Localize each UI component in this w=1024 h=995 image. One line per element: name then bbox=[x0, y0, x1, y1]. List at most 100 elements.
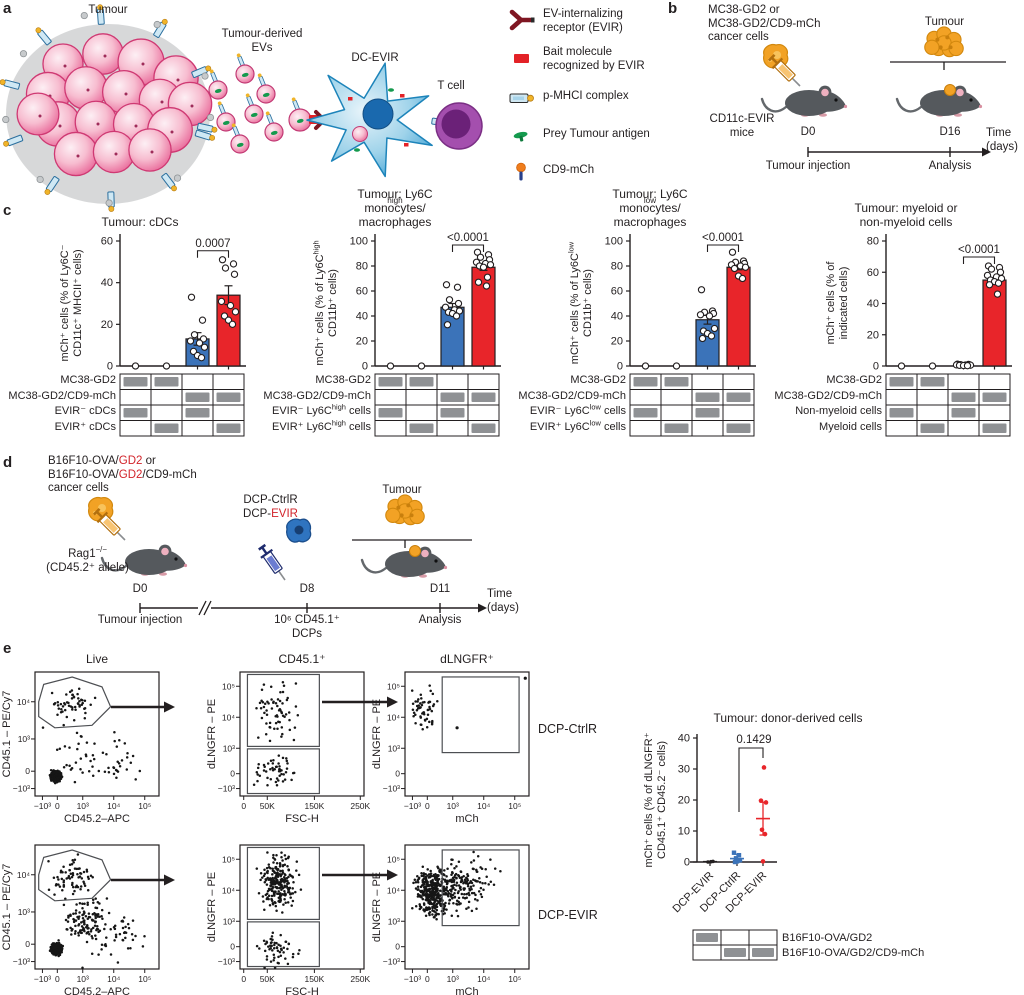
mouse-eye bbox=[174, 557, 178, 561]
syringe-icon bbox=[258, 543, 286, 581]
significance-bracket bbox=[706, 244, 740, 252]
tumour-evs-label: Tumour-derived EVs bbox=[221, 28, 303, 54]
d-analysis-label: Analysis bbox=[418, 614, 462, 626]
gate-rect bbox=[441, 849, 520, 927]
chart-title: Tumour: Ly6C low monocytes/macrophages bbox=[612, 187, 688, 229]
flow-plot-title: CD45.1⁺ bbox=[278, 652, 325, 666]
plot-frame bbox=[34, 844, 160, 970]
panel-d-illustration bbox=[88, 494, 487, 616]
flow-events bbox=[255, 851, 303, 970]
x-tick-label: −10³ bbox=[404, 801, 421, 811]
chart-title: Tumour: myeloid or non-myeloid cells bbox=[854, 201, 958, 229]
y-axis-label: dLNGFR – PE bbox=[206, 872, 218, 942]
panel-a-legend: EV-internalizing receptor (EVIR) Bait mol… bbox=[505, 6, 690, 188]
y-axis-label: CD45.1 – PE/Cy7 bbox=[1, 691, 13, 778]
flow-plot-title: Live bbox=[86, 652, 108, 666]
plot-frame bbox=[34, 671, 160, 797]
ev-icon bbox=[216, 101, 236, 132]
grid-cell-filled bbox=[724, 948, 746, 957]
panel-c-label: c bbox=[3, 202, 12, 219]
y-tick-label: 10⁵ bbox=[222, 681, 235, 691]
data-points bbox=[731, 850, 743, 865]
x-tick-label: 0 bbox=[425, 974, 430, 984]
d-cancer-cells-text: B16F10-OVA/GD2 or B16F10-OVA/GD2/CD9-mCh c… bbox=[48, 455, 197, 494]
x-tick-label: 10⁴ bbox=[477, 974, 490, 984]
significance-bracket bbox=[738, 747, 764, 812]
p-value: <0.0001 bbox=[958, 244, 1000, 256]
y-tick-label: 0 bbox=[25, 939, 30, 949]
data-points bbox=[217, 256, 240, 328]
plot-frame bbox=[239, 844, 365, 970]
y-tick-label: 10⁴ bbox=[387, 885, 400, 895]
grid-cell-filled bbox=[889, 408, 914, 418]
grid-cell-filled bbox=[154, 377, 179, 387]
condition-grid bbox=[885, 373, 1011, 437]
panel-b-illustration bbox=[760, 26, 1006, 157]
y-tick-label: 10⁴ bbox=[17, 870, 30, 880]
grid-cell-filled bbox=[696, 933, 718, 942]
y-axis-label: mCh⁺ cells (% of dLNGFR⁺CD45.1⁺ CD45.2⁻ … bbox=[643, 732, 668, 867]
x-tick-label: 10³ bbox=[447, 974, 459, 984]
gate-rect bbox=[246, 748, 320, 795]
y-tick-label: 40 bbox=[678, 733, 690, 745]
panel-b: MC38-GD2 or MC38-GD2/CD9-mCh cancer cells … bbox=[682, 0, 1024, 196]
y-tick-label: −10³ bbox=[13, 957, 30, 967]
gate-rect bbox=[246, 846, 320, 920]
grid-cell-filled bbox=[633, 377, 658, 387]
grid-row-label: MC38-GD2/CD9-mCh bbox=[263, 389, 371, 402]
syringe-icon bbox=[767, 53, 801, 87]
y-tick-label: 10⁴ bbox=[222, 712, 235, 722]
significance-bracket bbox=[196, 250, 230, 258]
legend-evir-label: EV-internalizing receptor (EVIR) bbox=[543, 8, 623, 34]
mouse-eye bbox=[834, 98, 838, 102]
x-tick-label: 10⁴ bbox=[477, 801, 490, 811]
plot-frame bbox=[239, 671, 365, 797]
grid-cell-filled bbox=[951, 392, 976, 402]
y-tick-label: 10⁵ bbox=[387, 681, 400, 691]
cancer-cell-icon bbox=[763, 43, 789, 69]
y-tick-label: 10³ bbox=[388, 916, 400, 926]
y-tick-label: 10³ bbox=[18, 734, 30, 744]
mouse-ear bbox=[821, 88, 829, 97]
y-tick-label: 20 bbox=[678, 795, 690, 807]
plot-frame bbox=[404, 844, 530, 970]
flow-events bbox=[410, 676, 527, 731]
y-tick-label: −10³ bbox=[218, 784, 235, 794]
gate-rect bbox=[246, 673, 320, 747]
y-tick-label: 0 bbox=[395, 769, 400, 779]
data-points bbox=[952, 360, 975, 370]
x-axis-label: FSC-H bbox=[285, 986, 319, 995]
grid-row-label: EVIR⁺ cDCs bbox=[54, 420, 116, 433]
data-points bbox=[758, 765, 769, 864]
grid-cell-filled bbox=[185, 408, 210, 418]
y-tick-label: 60 bbox=[101, 236, 113, 248]
ev-icon bbox=[264, 111, 284, 142]
grid-cell-filled bbox=[216, 392, 241, 402]
ev-icon bbox=[235, 53, 255, 84]
y-tick-label: 30 bbox=[678, 764, 690, 776]
d-mice-text: Rag1−/− (CD45.2⁺ allele) bbox=[46, 545, 129, 574]
grid-cell-filled bbox=[409, 423, 434, 433]
ev-dot bbox=[153, 20, 161, 29]
p-mhci-stick bbox=[0, 79, 21, 90]
b-time-axis-label: Time (days) bbox=[986, 127, 1018, 153]
x-tick-label: 0 bbox=[241, 801, 246, 811]
x-tick-label: 150K bbox=[304, 974, 324, 984]
x-tick-label: 10³ bbox=[77, 974, 89, 984]
y-tick-label: 80 bbox=[356, 261, 368, 273]
x-tick-label: −10³ bbox=[34, 974, 51, 984]
p-value: 0.1429 bbox=[736, 734, 771, 746]
mouse-eye bbox=[434, 559, 438, 563]
tumour-label: Tumour bbox=[88, 4, 128, 16]
chart-tumour-myeloid: Tumour: myeloid or non-myeloid cells mCh⁺… bbox=[774, 197, 1024, 449]
panel-e: DCP-CtrlR DCP-EVIR Live −10³ 0 10³ 10⁴ 10⁵ −10… bbox=[0, 630, 1024, 995]
y-tick-label: 0 bbox=[617, 361, 623, 373]
condition-grid bbox=[374, 373, 500, 437]
b-cancer-cells-text: MC38-GD2 or MC38-GD2/CD9-mCh cancer cells bbox=[708, 4, 821, 43]
grid-cell-filled bbox=[216, 423, 241, 433]
legend-pmhci-label: p-MHCI complex bbox=[543, 90, 629, 102]
tumour-on-mouse bbox=[944, 84, 956, 96]
grid-cell-filled bbox=[123, 408, 148, 418]
ev-dot bbox=[19, 50, 28, 58]
y-tick-label: 0 bbox=[684, 857, 690, 869]
